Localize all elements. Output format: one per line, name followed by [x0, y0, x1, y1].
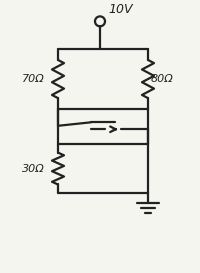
Text: 80Ω: 80Ω	[151, 74, 174, 84]
Text: 10V: 10V	[108, 3, 132, 16]
Text: 70Ω: 70Ω	[22, 74, 45, 84]
Text: 30Ω: 30Ω	[22, 164, 45, 174]
